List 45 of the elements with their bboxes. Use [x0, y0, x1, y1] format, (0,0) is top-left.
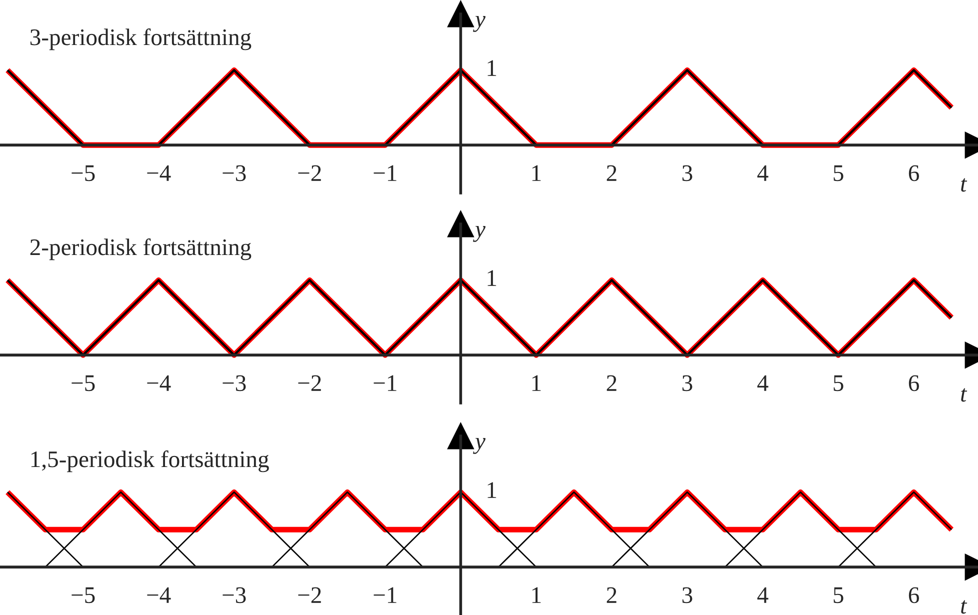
x-tick-label: 6 — [908, 587, 920, 604]
x-tick-label: −1 — [374, 375, 396, 391]
x-tick-label: 2 — [606, 165, 616, 181]
x-tick-label: 6 — [908, 375, 920, 392]
x-axis-title: t — [961, 178, 968, 192]
x-tick-label: 2 — [606, 375, 616, 391]
y-axis-title: y — [473, 226, 486, 242]
x-tick-label: 3 — [682, 587, 692, 604]
x-tick-label: −2 — [298, 587, 321, 603]
x-tick-label: 4 — [757, 375, 768, 391]
y-axis-title: y — [473, 438, 486, 454]
x-tick-label: −1 — [374, 587, 396, 603]
x-axis-title: t — [961, 600, 968, 614]
x-tick-label: 3 — [682, 375, 692, 392]
x-axis-title: t — [961, 388, 968, 402]
x-tick-label: −2 — [298, 165, 321, 181]
x-tick-label: 3 — [682, 165, 692, 182]
x-tick-label: −5 — [72, 587, 95, 604]
x-tick-label: −2 — [298, 375, 321, 391]
x-tick-label: 1 — [532, 165, 541, 181]
x-tick-label: 4 — [757, 587, 768, 603]
annotation: 1 — [488, 60, 496, 76]
x-tick-label: 4 — [757, 165, 768, 181]
annotation: 1 — [488, 482, 496, 498]
x-tick-label: 5 — [834, 165, 844, 182]
x-tick-label: −3 — [222, 165, 246, 182]
x-tick-label: 5 — [834, 587, 844, 604]
x-tick-label: −4 — [147, 587, 171, 603]
x-tick-label: −5 — [72, 165, 95, 182]
x-tick-label: −1 — [374, 165, 396, 181]
chart-title: 3-periodisk fortsättning — [30, 28, 252, 50]
x-tick-label: −3 — [222, 587, 246, 604]
x-tick-label: −3 — [222, 375, 246, 392]
x-tick-label: −5 — [72, 375, 95, 392]
annotation: 1 — [488, 270, 496, 286]
y-axis-title: y — [473, 16, 486, 32]
x-tick-label: −4 — [147, 165, 171, 181]
chart-title: 2-periodisk fortsättning — [30, 238, 252, 260]
x-tick-label: 6 — [908, 165, 920, 182]
x-tick-label: 1 — [532, 375, 541, 391]
x-tick-label: 5 — [834, 375, 844, 392]
chart-title: 1,5-periodisk fortsättning — [31, 450, 269, 472]
x-tick-label: 1 — [532, 587, 541, 603]
x-tick-label: 2 — [606, 587, 616, 603]
x-tick-label: −4 — [147, 375, 171, 391]
